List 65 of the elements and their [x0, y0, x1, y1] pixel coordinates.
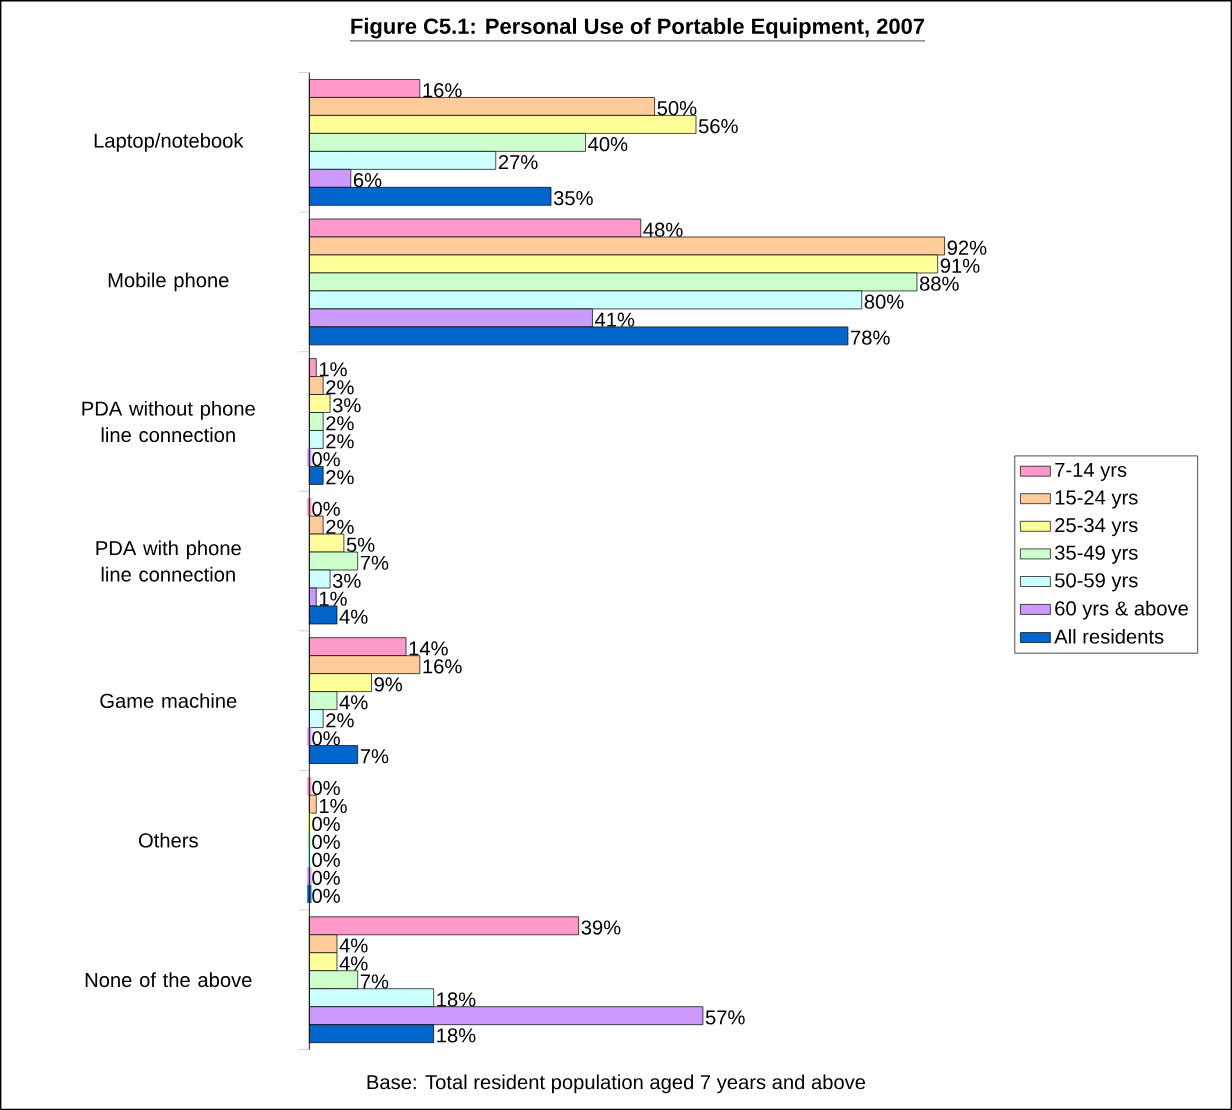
legend-label: All residents [1054, 628, 1164, 644]
data-label: 0% [312, 834, 340, 849]
data-label: 27% [498, 154, 538, 170]
y-tick-label: Mobile phone [108, 272, 229, 292]
data-label: 92% [947, 240, 987, 255]
data-label: 4% [339, 938, 368, 953]
data-label: 4% [339, 956, 368, 971]
data-label: 3% [332, 398, 361, 413]
data-label: 0% [312, 852, 340, 867]
data-label: 7% [360, 974, 389, 989]
data-label: 0% [312, 731, 340, 746]
data-label: 0% [312, 452, 340, 467]
legend-label: 60 yrs & above [1055, 600, 1188, 620]
data-label: 48% [643, 222, 683, 237]
data-label: 56% [698, 118, 738, 134]
data-label: 9% [374, 677, 403, 692]
data-label: 50% [657, 100, 697, 116]
y-tick-label: None of the above [85, 972, 252, 988]
data-label: 88% [919, 276, 959, 291]
data-label: 4% [339, 695, 368, 710]
y-tick-label: Game machine [100, 693, 237, 708]
data-label: 0% [312, 780, 340, 796]
data-label: 91% [940, 258, 980, 273]
data-label: 3% [332, 573, 361, 588]
data-label: 0% [312, 501, 340, 516]
data-label: 1% [319, 591, 347, 606]
data-label: 18% [437, 1028, 476, 1043]
data-label: 6% [353, 172, 382, 188]
data-label: 39% [581, 920, 621, 935]
legend-label: 25-34 yrs [1055, 517, 1138, 537]
y-tick-label: Others [138, 832, 198, 848]
data-label: 5% [346, 537, 375, 552]
data-label: 16% [423, 83, 462, 98]
data-label: 40% [588, 136, 628, 152]
data-label: 57% [705, 1010, 745, 1025]
legend-label: 7-14 yrs [1055, 462, 1127, 481]
data-label: 41% [595, 312, 635, 327]
data-label: 4% [339, 609, 368, 624]
data-label: 1% [319, 798, 347, 813]
data-label: 2% [326, 416, 354, 431]
data-label: 18% [437, 992, 476, 1007]
data-label: 2% [326, 519, 354, 534]
data-label: 16% [423, 659, 462, 674]
data-label: 2% [326, 380, 354, 395]
chart-title: Figure C5.1: Personal Use of Portable Equipment, 2007 [351, 17, 925, 39]
y-tick-label: PDA with phone line connection [96, 540, 241, 582]
data-label: 7% [360, 749, 389, 764]
data-label: 0% [312, 888, 340, 903]
legend-label: 15-24 yrs [1055, 490, 1138, 509]
data-label: 1% [319, 362, 347, 377]
text: Base: Total resident population aged 7 years and above [367, 1074, 866, 1094]
y-tick-label: Laptop/notebook [94, 132, 244, 152]
data-label: 2% [326, 434, 354, 449]
data-label: 80% [864, 294, 904, 309]
data-label: 0% [312, 816, 340, 832]
legend-label: 50-59 yrs [1055, 573, 1138, 592]
data-label: 0% [312, 870, 340, 885]
data-label: 7% [360, 555, 389, 570]
data-label: 78% [851, 330, 890, 345]
data-label: 2% [326, 713, 354, 728]
y-tick-label: PDA without phone line connection [82, 400, 255, 443]
data-label: 35% [553, 190, 593, 206]
data-label: 14% [409, 641, 448, 656]
legend-label: 35-49 yrs [1055, 545, 1138, 564]
data-label: 2% [326, 470, 354, 485]
